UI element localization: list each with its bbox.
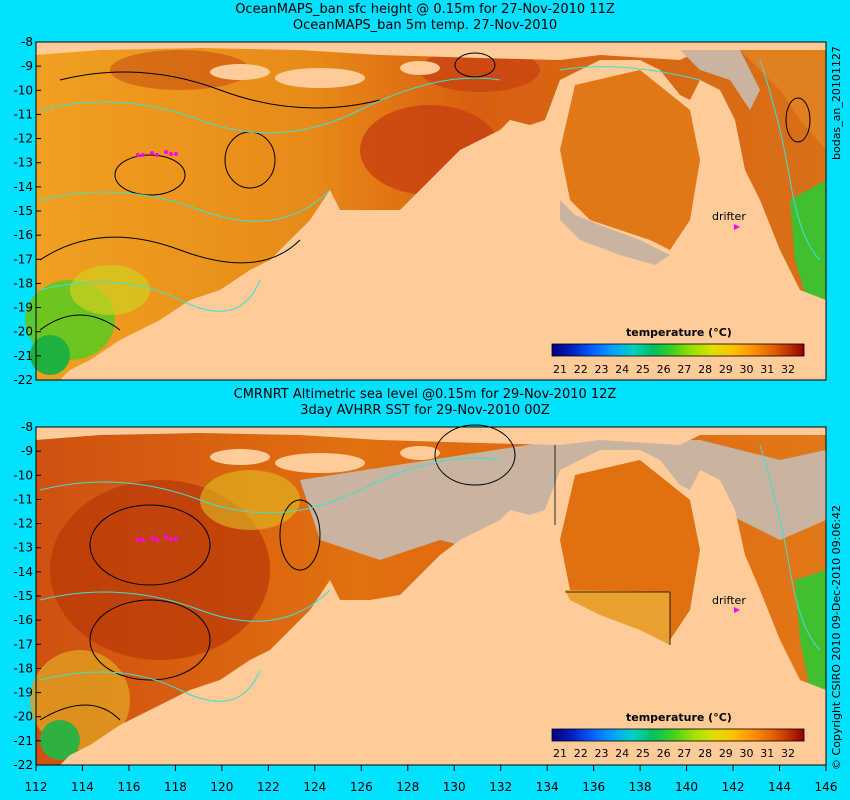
bottom-lat-tick-label: -12 bbox=[13, 517, 33, 531]
lon-tick-label: 134 bbox=[536, 780, 559, 794]
lon-tick-label: 132 bbox=[489, 780, 512, 794]
bottom-latitude-axis: -8 -9 -10 -11 -12 -13 -14 -15 -16 -17 -18 -19 -20 -21… bbox=[13, 420, 41, 772]
bottom-lat-tick-label: -20 bbox=[13, 710, 33, 724]
top-drifter-label: drifter bbox=[712, 210, 746, 223]
lon-tick-label: 114 bbox=[71, 780, 94, 794]
top-lat-tick-label: -18 bbox=[13, 276, 33, 290]
bottom-legend-tick-label: 31 bbox=[760, 747, 774, 760]
top-lat-tick-label: -14 bbox=[13, 180, 33, 194]
top-lat-tick-label: -8 bbox=[21, 35, 33, 49]
top-lat-tick-label: -20 bbox=[13, 325, 33, 339]
top-legend-tick-label: 29 bbox=[719, 363, 733, 376]
top-legend-tick-label: 30 bbox=[740, 363, 754, 376]
bottom-lat-tick-label: -16 bbox=[13, 613, 33, 627]
top-colorbar bbox=[551, 343, 805, 357]
bottom-lat-tick-label: -15 bbox=[13, 589, 33, 603]
lon-tick-label: 138 bbox=[629, 780, 652, 794]
bottom-drifter-track bbox=[136, 535, 740, 613]
bottom-lat-tick-label: -21 bbox=[13, 734, 33, 748]
bottom-legend-tick-label: 22 bbox=[574, 747, 588, 760]
bottom-title-line1: CMRNRT Altimetric sea level @0.15m for 2… bbox=[233, 387, 617, 402]
bottom-legend-title: temperature (°C) bbox=[626, 711, 732, 724]
bottom-lat-tick-label: -9 bbox=[21, 444, 33, 458]
top-lat-tick-label: -21 bbox=[13, 349, 33, 363]
bottom-legend: temperature (°C) 21 22 23 24 25 26 27 28 29 30 31 3… bbox=[551, 711, 805, 760]
bottom-lat-tick-label: -22 bbox=[13, 758, 33, 772]
top-legend-tick-label: 26 bbox=[657, 363, 671, 376]
top-lat-tick-label: -12 bbox=[13, 132, 33, 146]
bottom-drifter-label: drifter bbox=[712, 594, 746, 607]
top-lat-tick-label: -11 bbox=[13, 107, 33, 121]
lon-tick-label: 112 bbox=[25, 780, 48, 794]
bottom-lat-tick-label: -13 bbox=[13, 541, 33, 555]
bottom-legend-tick-label: 29 bbox=[719, 747, 733, 760]
top-drifter-marker bbox=[734, 224, 740, 230]
bottom-colorbar bbox=[551, 728, 805, 742]
bottom-lat-tick-label: -11 bbox=[13, 492, 33, 506]
bottom-lat-tick-label: -10 bbox=[13, 468, 33, 482]
bottom-legend-tick-label: 21 bbox=[553, 747, 567, 760]
lon-tick-label: 146 bbox=[815, 780, 838, 794]
lon-tick-label: 136 bbox=[582, 780, 605, 794]
bottom-title-line2: 3day AVHRR SST for 29-Nov-2010 00Z bbox=[300, 403, 550, 418]
bottom-timor-island bbox=[275, 453, 365, 473]
bottom-legend-tick-label: 32 bbox=[781, 747, 795, 760]
bottom-legend-tick-label: 27 bbox=[677, 747, 691, 760]
lon-tick-label: 116 bbox=[117, 780, 140, 794]
top-lat-tick-label: -22 bbox=[13, 373, 33, 387]
top-legend: temperature (°C) 21 22 23 24 25 26 27 28 29 30 31 3… bbox=[551, 326, 805, 376]
top-legend-tick-label: 23 bbox=[594, 363, 608, 376]
top-map-panel: drifter bbox=[25, 41, 827, 381]
bottom-lat-tick-label: -14 bbox=[13, 565, 33, 579]
bottom-legend-tick-label: 26 bbox=[657, 747, 671, 760]
top-legend-tick-label: 27 bbox=[677, 363, 691, 376]
bottom-legend-tick-label: 30 bbox=[740, 747, 754, 760]
lon-tick-label: 142 bbox=[722, 780, 745, 794]
lon-tick-label: 124 bbox=[303, 780, 326, 794]
top-legend-tick-label: 21 bbox=[553, 363, 567, 376]
lon-tick-label: 122 bbox=[257, 780, 280, 794]
top-legend-tick-label: 32 bbox=[781, 363, 795, 376]
top-legend-title: temperature (°C) bbox=[626, 326, 732, 339]
top-title-line2: OceanMAPS_ban 5m temp. 27-Nov-2010 bbox=[292, 18, 558, 33]
lon-tick-label: 118 bbox=[164, 780, 187, 794]
top-drifter-track bbox=[136, 150, 740, 230]
bottom-legend-tick-label: 25 bbox=[636, 747, 650, 760]
top-lat-tick-label: -9 bbox=[21, 59, 33, 73]
top-lat-tick-label: -10 bbox=[13, 83, 33, 97]
bottom-drifter-marker bbox=[734, 607, 740, 613]
lon-tick-label: 128 bbox=[396, 780, 419, 794]
longitude-axis: 112 114 116 118 120 122 124 126 128 130 132 134 136 1… bbox=[25, 765, 838, 794]
top-lat-tick-label: -13 bbox=[13, 156, 33, 170]
lon-tick-label: 144 bbox=[768, 780, 791, 794]
bottom-lat-tick-label: -18 bbox=[13, 661, 33, 675]
top-lat-tick-label: -16 bbox=[13, 228, 33, 242]
top-legend-tick-label: 24 bbox=[615, 363, 629, 376]
top-legend-tick-label: 22 bbox=[574, 363, 588, 376]
top-latitude-axis: -8 -9 -10 -11 -12 -13 -14 -15 -16 -17 -18 -19 -20 -21… bbox=[13, 35, 41, 387]
lon-tick-label: 126 bbox=[350, 780, 373, 794]
bottom-map-panel: drifter bbox=[30, 424, 827, 766]
bottom-lat-tick-label: -8 bbox=[21, 420, 33, 434]
top-timor-island bbox=[275, 68, 365, 88]
bottom-legend-tick-label: 24 bbox=[615, 747, 629, 760]
top-lat-tick-label: -17 bbox=[13, 252, 33, 266]
bottom-legend-tick-label: 28 bbox=[698, 747, 712, 760]
lon-tick-label: 120 bbox=[210, 780, 233, 794]
bottom-lat-tick-label: -19 bbox=[13, 686, 33, 700]
lon-tick-label: 140 bbox=[675, 780, 698, 794]
top-title-line1: OceanMAPS_ban sfc height @ 0.15m for 27-… bbox=[235, 2, 615, 17]
bottom-legend-tick-label: 23 bbox=[594, 747, 608, 760]
top-legend-tick-label: 31 bbox=[760, 363, 774, 376]
top-legend-tick-label: 25 bbox=[636, 363, 650, 376]
lon-tick-label: 130 bbox=[443, 780, 466, 794]
bottom-lat-tick-label: -17 bbox=[13, 637, 33, 651]
top-lat-tick-label: -15 bbox=[13, 204, 33, 218]
top-legend-tick-label: 28 bbox=[698, 363, 712, 376]
top-lat-tick-label: -19 bbox=[13, 301, 33, 315]
